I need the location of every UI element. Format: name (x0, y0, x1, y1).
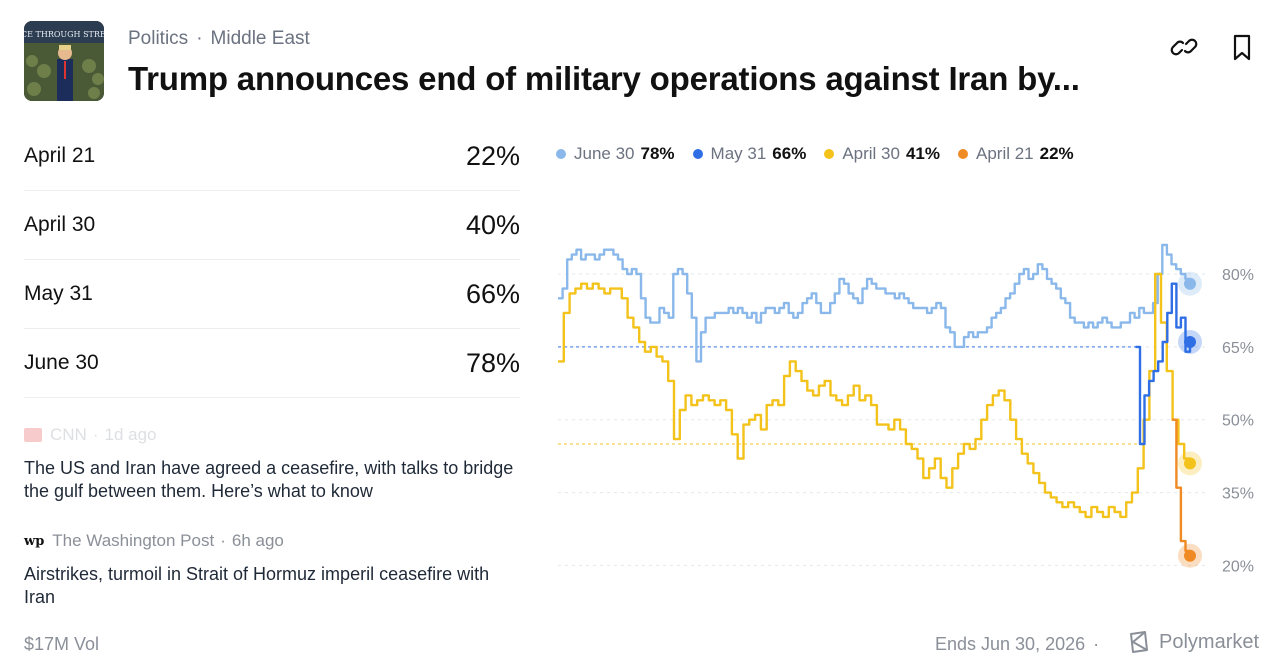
y-tick-label: 65% (1222, 340, 1254, 357)
legend-name: April 21 (975, 144, 1034, 163)
news-source-name: The Washington Post (52, 531, 215, 550)
end-date-text: Ends Jun 30, 2026 (935, 634, 1086, 654)
news-time: 1d ago (104, 425, 157, 444)
cnn-logo-icon (24, 428, 42, 442)
breadcrumb: Politics · Middle East (128, 28, 310, 50)
chart-legend: June 30 78% May 31 66% April 30 41% Apri… (556, 144, 1092, 164)
series-endpoint (1184, 549, 1196, 562)
legend-value: 41% (905, 144, 940, 163)
series-endpoint (1184, 336, 1196, 348)
series-endpoint (1184, 277, 1196, 290)
copy-link-button[interactable] (1167, 30, 1201, 64)
y-tick-label: 50% (1222, 413, 1254, 430)
legend-item-april-30[interactable]: April 30 41% (824, 144, 940, 164)
news-separator: · (220, 531, 226, 550)
y-tick-label: 80% (1222, 267, 1254, 284)
breadcrumb-separator: · (196, 28, 203, 49)
legend-swatch (957, 149, 968, 159)
polymarket-logo-icon (1130, 631, 1148, 653)
legend-item-may-31[interactable]: May 31 66% (692, 144, 807, 164)
legend-value: 66% (772, 144, 807, 163)
outcome-row-may-31[interactable]: May 31 66% (24, 260, 520, 329)
link-icon (1170, 38, 1198, 56)
news-item-washington-post: wp The Washington Post · 6h ago Airstrik… (24, 531, 514, 609)
outcome-label: May 31 (24, 282, 93, 305)
news-item-cnn: CNN · 1d ago The US and Iran have agreed… (24, 425, 514, 503)
outcome-label: April 30 (24, 213, 96, 236)
outcome-label: April 21 (24, 144, 96, 167)
y-tick-label: 20% (1222, 558, 1254, 575)
market-end-date: Ends Jun 30, 2026 · (935, 634, 1107, 655)
washington-post-logo-icon: wp (24, 533, 45, 549)
legend-value: 78% (640, 144, 675, 163)
breadcrumb-subcategory[interactable]: Middle East (210, 28, 310, 49)
brand-link[interactable]: Polymarket (1127, 630, 1259, 654)
market-thumbnail[interactable]: ACE THROUGH STREN (24, 21, 104, 101)
bookmark-icon (1233, 34, 1251, 61)
news-source: wp The Washington Post · 6h ago (24, 531, 514, 551)
series-line-may-31 (1135, 282, 1192, 446)
outcome-label: June 30 (24, 351, 99, 374)
page-title: Trump announces end of military operatio… (128, 60, 1080, 97)
legend-value: 22% (1039, 144, 1074, 163)
outcome-percent: 78% (465, 347, 520, 378)
outcome-percent: 22% (465, 140, 520, 171)
legend-name: April 30 (842, 144, 900, 163)
outcome-percent: 40% (465, 209, 520, 240)
outcome-row-april-30[interactable]: April 30 40% (24, 191, 520, 260)
y-tick-label: 35% (1222, 486, 1254, 503)
market-volume: $17M Vol (24, 634, 100, 654)
series-line-june-30 (558, 243, 1192, 363)
news-source: CNN · 1d ago (24, 425, 514, 445)
brand-name: Polymarket (1159, 630, 1260, 653)
legend-name: May 31 (710, 144, 767, 163)
bookmark-button[interactable] (1225, 30, 1259, 64)
series-endpoint (1184, 457, 1196, 470)
news-headline[interactable]: The US and Iran have agreed a ceasefire,… (24, 458, 514, 501)
legend-item-june-30[interactable]: June 30 78% (556, 144, 675, 164)
outcome-row-april-21[interactable]: April 21 22% (24, 122, 520, 191)
legend-swatch (556, 149, 566, 159)
outcome-percent: 66% (465, 278, 520, 309)
legend-swatch (692, 149, 703, 159)
news-separator: · (92, 425, 99, 444)
legend-name: June 30 (574, 144, 635, 163)
outcome-row-june-30[interactable]: June 30 78% (24, 329, 520, 398)
series-line-april-30 (558, 272, 1192, 519)
legend-item-april-21[interactable]: April 21 22% (957, 144, 1074, 164)
series-line-april-21 (1171, 418, 1192, 556)
news-time: 6h ago (231, 531, 284, 550)
news-headline[interactable]: Airstrikes, turmoil in Strait of Hormuz … (24, 564, 490, 607)
price-history-chart[interactable]: 80% 65% 50% 35% 20% (550, 230, 1270, 600)
outcome-list: April 21 22% April 30 40% May 31 66% Jun… (24, 122, 520, 398)
footer-separator: · (1093, 634, 1100, 654)
breadcrumb-category[interactable]: Politics (128, 28, 189, 49)
news-source-name: CNN (50, 425, 87, 444)
legend-swatch (824, 149, 835, 159)
thumbnail-caption: ACE THROUGH STREN (24, 30, 104, 39)
